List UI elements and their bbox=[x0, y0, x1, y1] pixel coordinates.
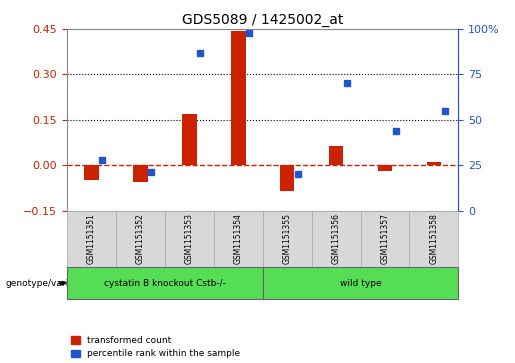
Text: genotype/variation: genotype/variation bbox=[5, 279, 91, 287]
Bar bbox=[377, 165, 392, 171]
Text: GSM1151356: GSM1151356 bbox=[332, 213, 340, 264]
Legend: transformed count, percentile rank within the sample: transformed count, percentile rank withi… bbox=[72, 336, 240, 359]
Text: GSM1151353: GSM1151353 bbox=[185, 213, 194, 264]
Text: wild type: wild type bbox=[340, 279, 381, 287]
Bar bbox=[84, 165, 99, 180]
Bar bbox=[329, 146, 344, 165]
Text: GSM1151358: GSM1151358 bbox=[430, 213, 438, 264]
Text: GSM1151351: GSM1151351 bbox=[87, 213, 96, 264]
Text: GSM1151355: GSM1151355 bbox=[283, 213, 291, 264]
Text: cystatin B knockout Cstb-/-: cystatin B knockout Cstb-/- bbox=[104, 279, 226, 287]
Title: GDS5089 / 1425002_at: GDS5089 / 1425002_at bbox=[182, 13, 344, 26]
Bar bbox=[231, 30, 246, 165]
Text: GSM1151357: GSM1151357 bbox=[381, 213, 389, 264]
Bar bbox=[280, 165, 295, 191]
Text: GSM1151352: GSM1151352 bbox=[136, 213, 145, 264]
Bar bbox=[133, 165, 148, 182]
Bar bbox=[182, 114, 197, 165]
Text: GSM1151354: GSM1151354 bbox=[234, 213, 243, 264]
Bar bbox=[426, 162, 441, 165]
